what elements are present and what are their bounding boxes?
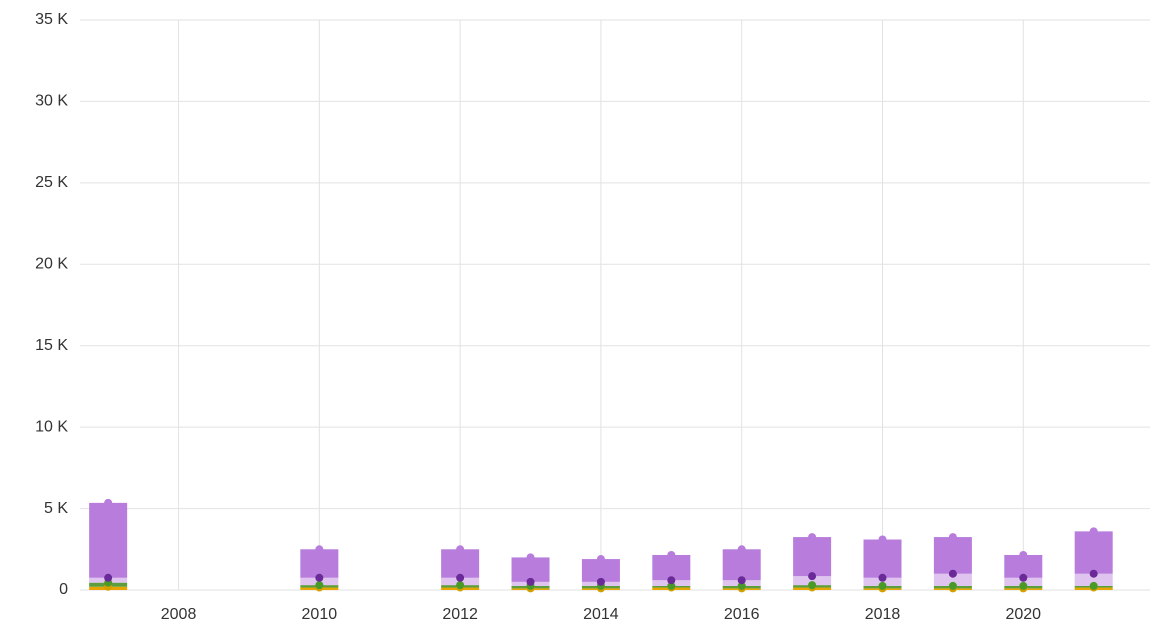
bar-dot [948, 569, 957, 578]
y-tick-label: 10 K [35, 418, 68, 435]
bar-segment [863, 539, 902, 578]
bar-dot [315, 545, 324, 554]
bar-dot [737, 545, 746, 554]
y-tick-label: 5 K [44, 500, 68, 517]
bar-dot [1019, 550, 1028, 559]
y-tick-label: 15 K [35, 337, 68, 354]
bar-dot [526, 577, 535, 586]
bar-segment [1074, 573, 1113, 586]
bar-dot [737, 576, 746, 585]
bar-dot [667, 576, 676, 585]
bar-dot [878, 581, 887, 590]
bar-dot [526, 553, 535, 562]
bar-dot [1089, 581, 1098, 590]
bar-segment [1074, 531, 1113, 574]
bar-segment [652, 554, 691, 581]
bar-dot [878, 573, 887, 582]
x-tick-label: 2016 [724, 606, 760, 623]
bar-dot [104, 498, 113, 507]
bar-segment [722, 549, 761, 581]
bar-dot [1019, 581, 1028, 590]
bar-dot [808, 533, 817, 542]
bar-segment [793, 576, 832, 586]
bar-dot [808, 572, 817, 581]
x-tick-label: 2014 [583, 606, 619, 623]
bar-segment [933, 573, 972, 586]
bar-segment [441, 549, 480, 578]
x-tick-label: 2012 [442, 606, 478, 623]
bar-segment [511, 557, 550, 582]
x-tick-label: 2008 [161, 606, 197, 623]
bar-dot [1089, 569, 1098, 578]
bar-dot [737, 581, 746, 590]
bar-segment [581, 559, 620, 582]
y-tick-label: 30 K [35, 93, 68, 110]
bar-dot [456, 573, 465, 582]
bar-segment [300, 549, 339, 578]
y-tick-label: 0 [59, 581, 68, 598]
bar-segment [793, 537, 832, 577]
bar-dot [456, 545, 465, 554]
x-tick-label: 2018 [865, 606, 901, 623]
x-tick-label: 2020 [1005, 606, 1041, 623]
y-tick-label: 35 K [35, 11, 68, 28]
bar-dot [456, 581, 465, 590]
y-tick-label: 25 K [35, 174, 68, 191]
bar-segment [1004, 554, 1043, 578]
bar-dot [808, 581, 817, 590]
bar-dot [596, 555, 605, 564]
bar-dot [315, 581, 324, 590]
bar-segment [89, 502, 128, 578]
x-tick-label: 2010 [302, 606, 338, 623]
bar-dot [667, 581, 676, 590]
y-tick-label: 20 K [35, 256, 68, 273]
bar-segment [863, 577, 902, 586]
bar-dot [878, 535, 887, 544]
bar-dot [315, 573, 324, 582]
bar-segment [1004, 577, 1043, 586]
bar-dot [1019, 573, 1028, 582]
bar-dot [948, 581, 957, 590]
bar-dot [596, 577, 605, 586]
bar-segment [933, 537, 972, 574]
bar-dot [948, 533, 957, 542]
bar-dot [1089, 527, 1098, 536]
bar-dot [104, 573, 113, 582]
bar-dot [667, 550, 676, 559]
